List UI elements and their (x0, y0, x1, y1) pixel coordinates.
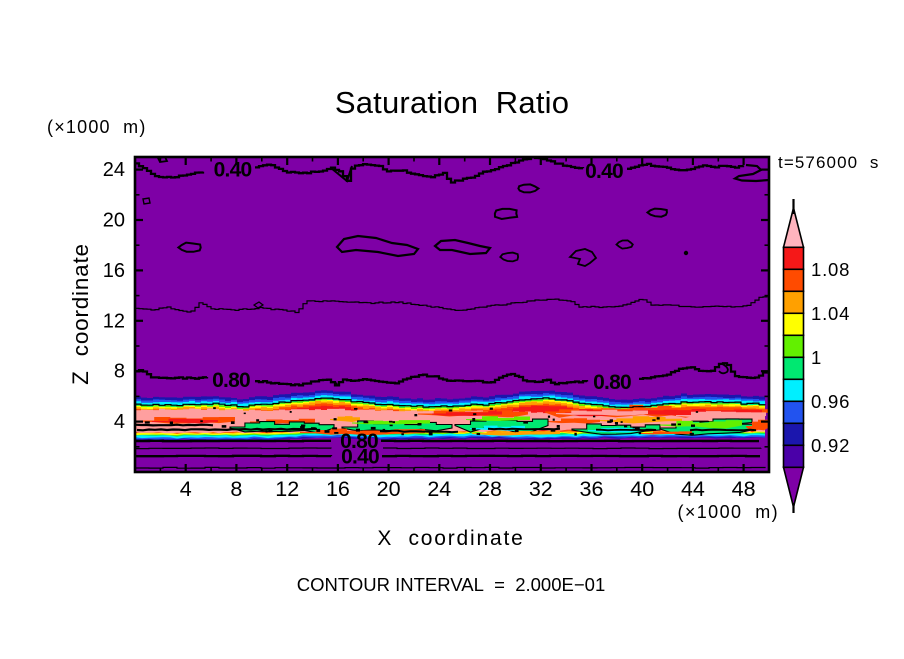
svg-text:44: 44 (681, 477, 705, 501)
svg-text:20: 20 (377, 477, 401, 501)
svg-text:1.04: 1.04 (811, 303, 850, 324)
svg-text:12: 12 (103, 310, 125, 332)
svg-text:(×1000 m): (×1000 m) (677, 502, 779, 522)
svg-text:20: 20 (103, 210, 125, 232)
svg-text:Z coordinate: Z coordinate (68, 243, 93, 385)
svg-text:0.40: 0.40 (341, 445, 379, 468)
svg-text:Saturation Ratio: Saturation Ratio (335, 85, 569, 120)
svg-text:1: 1 (811, 347, 822, 368)
svg-text:16: 16 (103, 260, 125, 282)
svg-text:8: 8 (114, 361, 125, 383)
svg-text:4: 4 (180, 477, 192, 501)
svg-text:0.92: 0.92 (811, 435, 850, 456)
svg-text:12: 12 (275, 477, 299, 501)
svg-text:48: 48 (732, 477, 756, 501)
svg-text:4: 4 (114, 411, 125, 433)
svg-text:1.08: 1.08 (811, 259, 850, 280)
svg-text:24: 24 (427, 477, 451, 501)
svg-text:(×1000 m): (×1000 m) (47, 117, 147, 137)
svg-text:0.40: 0.40 (585, 160, 623, 183)
svg-text:X coordinate: X coordinate (377, 527, 524, 550)
svg-text:28: 28 (478, 477, 502, 501)
svg-text:t=576000 s: t=576000 s (778, 153, 879, 172)
svg-text:40: 40 (630, 477, 654, 501)
svg-text:CONTOUR INTERVAL = 2.000E−01: CONTOUR INTERVAL = 2.000E−01 (297, 574, 605, 595)
svg-text:16: 16 (326, 477, 350, 501)
svg-text:0.80: 0.80 (593, 371, 631, 394)
svg-text:32: 32 (529, 477, 553, 501)
svg-text:0.96: 0.96 (811, 391, 850, 412)
svg-text:24: 24 (103, 159, 125, 181)
svg-text:8: 8 (230, 477, 242, 501)
svg-text:0.80: 0.80 (212, 369, 250, 392)
svg-text:0.80: 0.80 (340, 430, 378, 453)
svg-text:0.40: 0.40 (214, 159, 252, 182)
svg-text:36: 36 (580, 477, 604, 501)
